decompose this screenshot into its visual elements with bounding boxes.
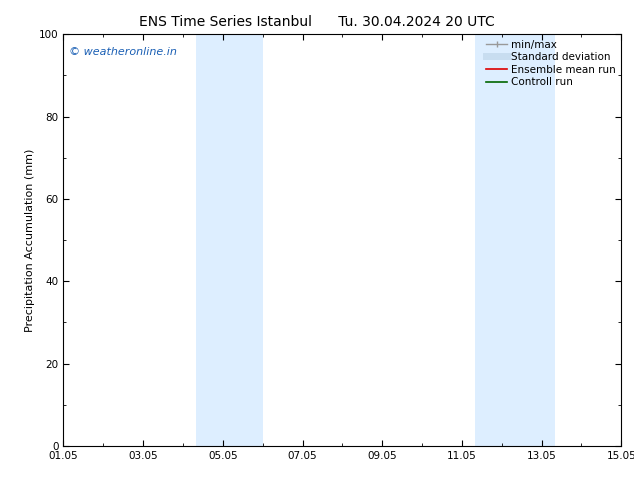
Bar [475,34,555,446]
Y-axis label: Precipitation Accumulation (mm): Precipitation Accumulation (mm) [25,148,35,332]
Legend: min/max, Standard deviation, Ensemble mean run, Controll run: min/max, Standard deviation, Ensemble me… [484,37,618,89]
Bar [196,34,262,446]
Text: ENS Time Series Istanbul      Tu. 30.04.2024 20 UTC: ENS Time Series Istanbul Tu. 30.04.2024 … [139,15,495,29]
Text: © weatheronline.in: © weatheronline.in [69,47,177,57]
